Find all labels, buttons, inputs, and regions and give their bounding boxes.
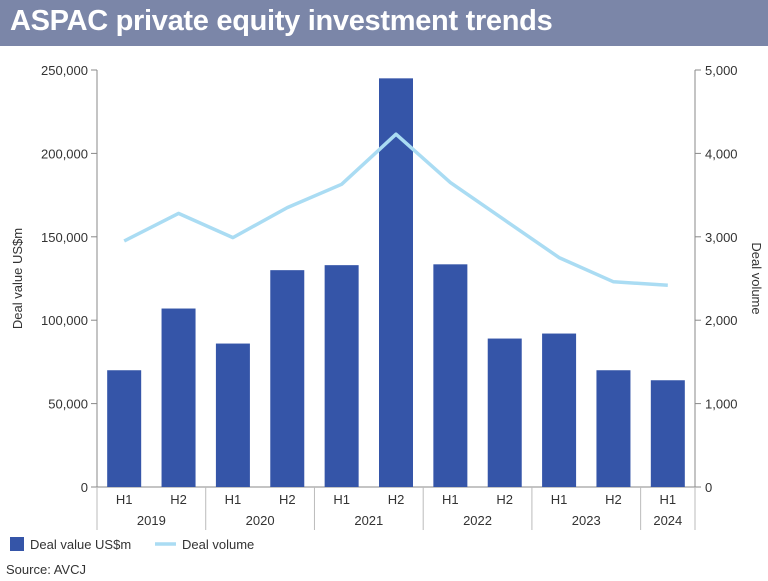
y-tick-label-right: 5,000 <box>705 63 738 78</box>
bar-10 <box>596 370 631 487</box>
x-group-label: 2019 <box>137 513 166 528</box>
bar-9 <box>542 333 577 487</box>
bar-7 <box>433 264 468 487</box>
chart-title: ASPAC private equity investment trends <box>10 5 553 37</box>
y-tick-label-left: 200,000 <box>41 146 88 161</box>
x-tick-label: H2 <box>170 492 187 507</box>
y-tick-label-left: 50,000 <box>48 397 88 412</box>
y-tick-label-left: 0 <box>81 480 88 495</box>
y-axis-title-right: Deal volume <box>749 242 764 314</box>
x-tick-label: H1 <box>551 492 568 507</box>
y-tick-label-right: 2,000 <box>705 313 738 328</box>
title-bar: ASPAC private equity investment trends <box>0 0 768 46</box>
legend-label-deal-volume: Deal volume <box>182 537 254 552</box>
line-deal-volume <box>123 132 668 287</box>
x-group-label: 2020 <box>246 513 275 528</box>
bar-1 <box>107 370 142 487</box>
x-tick-label: H1 <box>442 492 459 507</box>
x-group-label: 2022 <box>463 513 492 528</box>
x-tick-label: H1 <box>116 492 133 507</box>
y-tick-label-left: 250,000 <box>41 63 88 78</box>
x-group-label: 2023 <box>572 513 601 528</box>
chart-area: 0 50,000 100,000 150,000 200,000 250,000 0 1,00… <box>10 63 764 552</box>
legend-label-deal-value: Deal value US$m <box>30 537 131 552</box>
x-tick-label: H1 <box>333 492 350 507</box>
x-group-label: 2021 <box>354 513 383 528</box>
source-note: Source: AVCJ <box>6 562 86 577</box>
x-tick-label: H2 <box>605 492 622 507</box>
y-axis-title-left: Deal value US$m <box>10 228 25 329</box>
legend-swatch-deal-value <box>10 537 24 551</box>
x-tick-label: H2 <box>496 492 513 507</box>
bar-8 <box>487 338 522 487</box>
x-tick-label: H2 <box>388 492 405 507</box>
bar-6 <box>379 78 413 487</box>
y-tick-label-right: 4,000 <box>705 146 738 161</box>
y-tick-label-left: 150,000 <box>41 230 88 245</box>
y-tick-label-right: 1,000 <box>705 397 738 412</box>
y-tick-label-right: 3,000 <box>705 230 738 245</box>
bar-4 <box>270 270 305 487</box>
bar-2 <box>161 308 196 487</box>
x-tick-label: H1 <box>225 492 242 507</box>
x-tick-label: H2 <box>279 492 296 507</box>
y-tick-label-right: 0 <box>705 480 712 495</box>
x-tick-label: H1 <box>660 492 677 507</box>
y-tick-label-left: 100,000 <box>41 313 88 328</box>
bar-11 <box>650 380 685 487</box>
bar-5 <box>324 265 359 487</box>
x-group-label: 2024 <box>653 513 682 528</box>
bar-3 <box>215 343 250 487</box>
